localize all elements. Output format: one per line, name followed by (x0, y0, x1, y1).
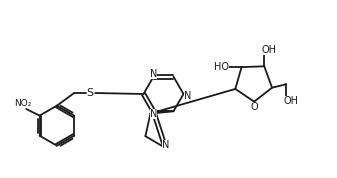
Text: N: N (162, 140, 169, 150)
Text: N: N (150, 69, 157, 79)
Text: S: S (87, 88, 94, 98)
Text: N: N (184, 91, 191, 101)
Text: HO: HO (214, 62, 229, 72)
Text: OH: OH (261, 45, 276, 55)
Text: O: O (250, 102, 258, 112)
Text: NO₂: NO₂ (14, 100, 32, 109)
Text: N: N (150, 109, 157, 119)
Text: OH: OH (283, 96, 299, 106)
